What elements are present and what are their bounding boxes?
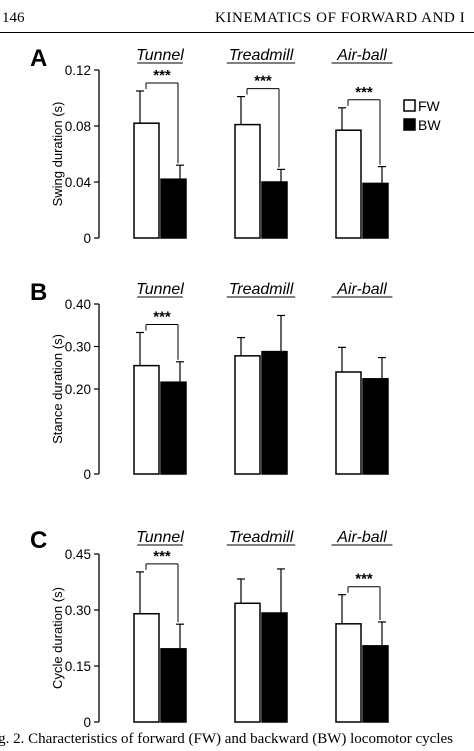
significance-label: *** bbox=[254, 73, 272, 90]
legend-label-fw: FW bbox=[418, 98, 441, 114]
fw-bar bbox=[133, 364, 160, 475]
y-axis-label: Swing duration (s) bbox=[50, 102, 65, 207]
fw-bar bbox=[234, 602, 261, 723]
category-label: Tunnel bbox=[136, 47, 184, 64]
bw-bar bbox=[362, 645, 389, 723]
bw-bar bbox=[362, 182, 389, 239]
fw-bar bbox=[335, 371, 362, 475]
bw-bar bbox=[160, 178, 187, 239]
category-label: Air-ball bbox=[336, 281, 387, 298]
y-tick-label: 0.30 bbox=[65, 340, 91, 355]
y-axis-label: Stance duration (s) bbox=[50, 334, 65, 444]
page-number: 146 bbox=[2, 10, 25, 26]
y-tick-label: 0 bbox=[83, 715, 91, 730]
header-rule bbox=[0, 32, 474, 33]
panel-label: A bbox=[30, 45, 47, 72]
fw-bar bbox=[335, 129, 362, 239]
significance-label: *** bbox=[355, 84, 373, 101]
panel-label: B bbox=[30, 279, 47, 306]
bw-bar bbox=[261, 612, 288, 723]
fw-bar bbox=[133, 122, 160, 239]
category-label: Tunnel bbox=[136, 281, 184, 298]
fw-bar bbox=[234, 355, 261, 475]
page-header: 146 KINEMATICS OF FORWARD AND I bbox=[0, 0, 474, 36]
figure-caption: ig. 2. Characteristics of forward (FW) a… bbox=[0, 731, 454, 747]
significance-label: *** bbox=[153, 308, 171, 325]
category-label: Air-ball bbox=[336, 47, 387, 64]
bw-bar bbox=[160, 381, 187, 475]
category-label: Air-ball bbox=[336, 529, 387, 546]
y-tick-label: 0.08 bbox=[65, 119, 91, 134]
category-label: Treadmill bbox=[229, 281, 294, 298]
y-tick-label: 0.30 bbox=[65, 603, 91, 618]
fw-bar bbox=[335, 623, 362, 723]
fw-bar bbox=[234, 123, 261, 239]
significance-label: *** bbox=[153, 548, 171, 565]
y-tick-label: 0.12 bbox=[65, 63, 91, 78]
bw-bar bbox=[362, 378, 389, 475]
y-tick-label: 0.15 bbox=[65, 659, 91, 674]
category-label: Treadmill bbox=[229, 47, 294, 64]
bw-bar bbox=[261, 350, 288, 475]
legend-label-bw: BW bbox=[418, 117, 441, 133]
running-title: KINEMATICS OF FORWARD AND I bbox=[215, 10, 466, 26]
y-tick-label: 0 bbox=[83, 231, 91, 246]
y-tick-label: 0 bbox=[83, 467, 91, 482]
category-label: Tunnel bbox=[136, 529, 184, 546]
y-tick-label: 0.20 bbox=[65, 382, 91, 397]
bw-bar bbox=[261, 181, 288, 239]
figure-panels: A Swing duration (s) 0 0.04 0.08 0.12 Tunnel Tr… bbox=[30, 45, 441, 730]
legend-swatch-fw bbox=[403, 99, 416, 112]
y-tick-label: 0.04 bbox=[65, 175, 92, 190]
y-tick-label: 0.45 bbox=[65, 547, 91, 562]
y-axis-label: Cycle duration (s) bbox=[50, 587, 65, 689]
bw-bar bbox=[160, 648, 187, 723]
panel-label: C bbox=[30, 527, 47, 554]
significance-label: *** bbox=[355, 571, 373, 588]
significance-label: *** bbox=[153, 67, 171, 84]
fw-bar bbox=[133, 612, 160, 723]
category-label: Treadmill bbox=[229, 529, 294, 546]
y-tick-label: 0.40 bbox=[65, 297, 91, 312]
legend-swatch-bw bbox=[403, 118, 416, 131]
